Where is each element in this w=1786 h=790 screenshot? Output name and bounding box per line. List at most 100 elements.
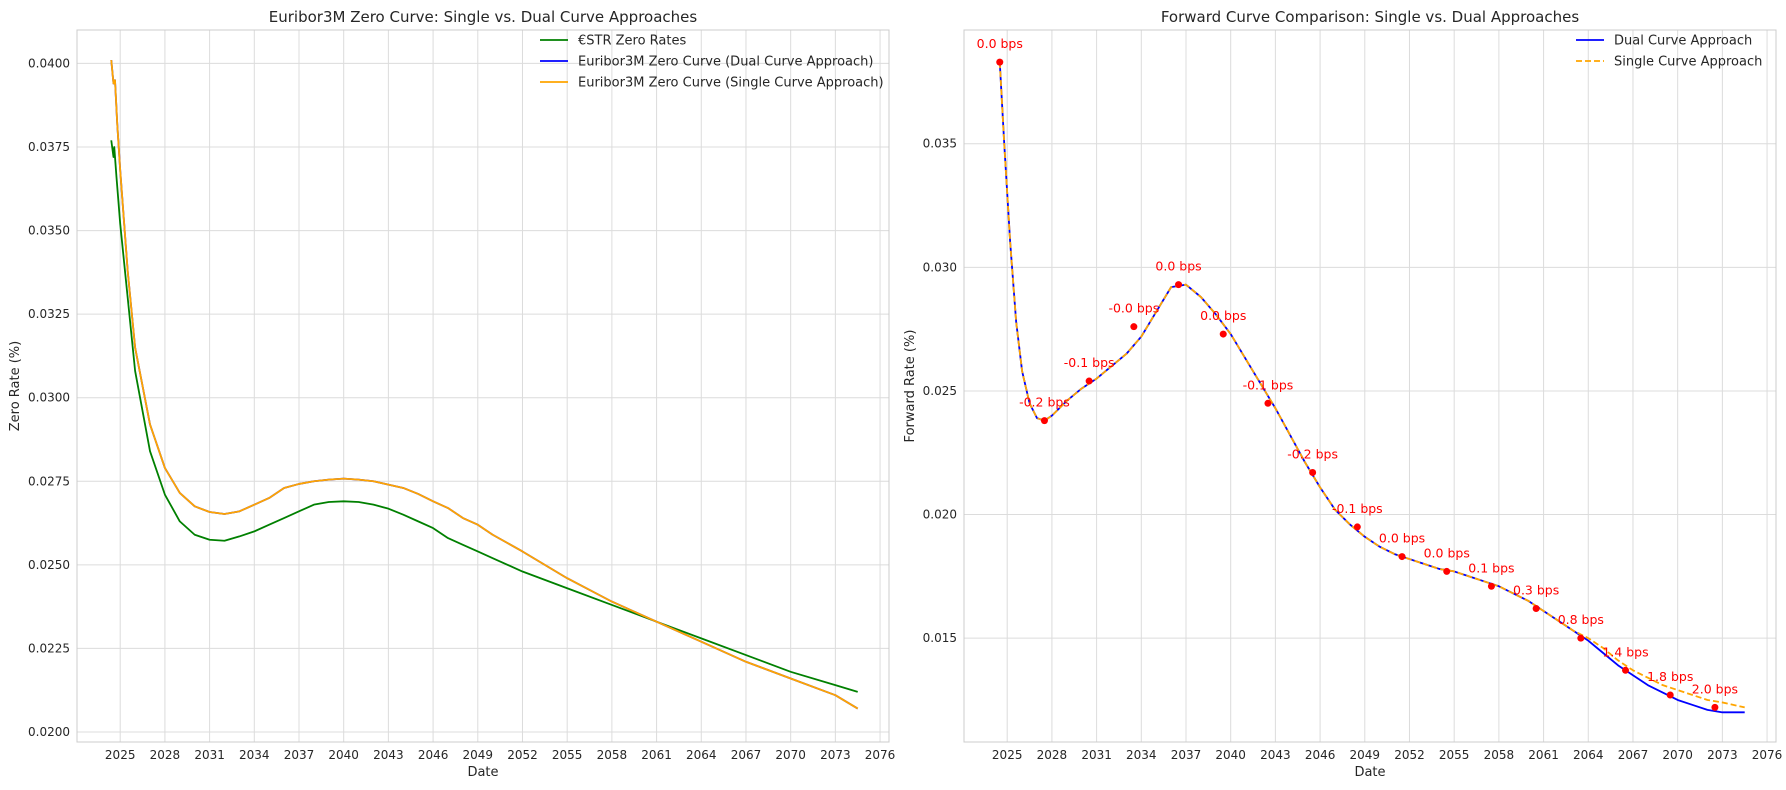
y-tick-label: 0.0275 [28, 474, 70, 488]
x-tick-label: 2067 [1618, 748, 1649, 762]
plot-frame [963, 29, 1777, 743]
difference-label: 1.8 bps [1647, 669, 1693, 684]
x-tick-label: 2025 [992, 748, 1023, 762]
y-tick-label: 0.025 [923, 384, 957, 398]
difference-marker [1711, 703, 1719, 711]
x-axis-label: Date [1354, 765, 1385, 780]
difference-label: 0.0 bps [977, 36, 1023, 51]
x-tick-label: 2061 [1528, 748, 1559, 762]
x-tick-label: 2073 [820, 748, 851, 762]
x-tick-label: 2034 [1126, 748, 1157, 762]
x-tick-label: 2058 [1484, 748, 1515, 762]
difference-marker [1219, 330, 1227, 338]
y-tick-label: 0.0350 [28, 224, 70, 238]
difference-marker [1040, 417, 1048, 425]
difference-label: 0.8 bps [1558, 612, 1604, 627]
x-tick-label: 2046 [1305, 748, 1336, 762]
difference-label: -0.2 bps [1019, 395, 1070, 410]
difference-marker [1398, 553, 1406, 561]
series-line-1 [998, 62, 1745, 709]
y-axis-label: Zero Rate (%) [8, 341, 23, 432]
y-tick-label: 0.030 [923, 260, 957, 274]
difference-label: 0.0 bps [1424, 545, 1470, 560]
legend-label: Dual Curve Approach [1614, 34, 1752, 49]
difference-label: -0.2 bps [1287, 447, 1338, 462]
x-tick-label: 2070 [1662, 748, 1693, 762]
y-tick-label: 0.035 [923, 137, 957, 151]
difference-marker [1443, 567, 1451, 575]
difference-label: 0.0 bps [1379, 531, 1425, 546]
x-tick-label: 2049 [1350, 748, 1381, 762]
x-tick-label: 2073 [1707, 748, 1738, 762]
difference-label: 1.4 bps [1602, 644, 1648, 659]
y-tick-label: 0.015 [923, 631, 957, 645]
y-tick-label: 0.020 [923, 508, 957, 522]
y-axis-label: Forward Rate (%) [903, 330, 918, 443]
y-tick-label: 0.0200 [28, 725, 70, 739]
difference-marker [1353, 523, 1361, 531]
x-tick-label: 2034 [239, 748, 270, 762]
x-tick-label: 2040 [1215, 748, 1246, 762]
forward-curve-panel: 2025 2028 2031 2034 2037 2040 2043 2046 2049 2052… [903, 8, 1782, 780]
y-tick-label: 0.0300 [28, 391, 70, 405]
series-line-2 [110, 59, 859, 710]
difference-marker [1622, 666, 1630, 674]
x-tick-label: 2070 [775, 748, 806, 762]
difference-label: 0.0 bps [1155, 259, 1201, 274]
y-tick-label: 0.0250 [28, 558, 70, 572]
y-tick-label: 0.0225 [28, 641, 70, 655]
x-tick-label: 2052 [507, 748, 538, 762]
x-axis-label: Date [467, 765, 498, 780]
x-tick-label: 2037 [284, 748, 315, 762]
difference-marker [1309, 469, 1317, 477]
y-tick-label: 0.0375 [28, 140, 70, 154]
x-tick-label: 2055 [1439, 748, 1470, 762]
x-tick-label: 2040 [328, 748, 359, 762]
x-tick-label: 2049 [463, 748, 494, 762]
legend-label: Euribor3M Zero Curve (Dual Curve Approac… [578, 55, 873, 70]
x-tick-label: 2043 [1260, 748, 1291, 762]
y-tick-label: 0.0325 [28, 307, 70, 321]
difference-label: 0.3 bps [1513, 583, 1559, 598]
zero-curve-panel: 2025 2028 2031 2034 2037 2040 2043 2046 2049 2052… [8, 8, 895, 780]
difference-label: -0.0 bps [1108, 301, 1159, 316]
difference-label: -0.1 bps [1332, 501, 1383, 516]
x-tick-label: 2052 [1394, 748, 1425, 762]
legend-label: Single Curve Approach [1614, 55, 1762, 70]
chart-title: Euribor3M Zero Curve: Single vs. Dual Cu… [269, 8, 698, 26]
x-tick-label: 2058 [597, 748, 628, 762]
difference-marker [1175, 281, 1183, 289]
difference-label: -0.1 bps [1064, 355, 1115, 370]
x-tick-label: 2061 [641, 748, 672, 762]
difference-marker [1130, 323, 1138, 331]
x-tick-label: 2076 [865, 748, 896, 762]
x-tick-label: 2028 [1037, 748, 1068, 762]
difference-marker [1577, 634, 1585, 642]
difference-label: 0.0 bps [1200, 308, 1246, 323]
difference-label: -0.1 bps [1243, 377, 1294, 392]
difference-marker [1532, 605, 1540, 612]
x-tick-label: 2064 [686, 748, 717, 762]
x-tick-label: 2043 [373, 748, 404, 762]
x-tick-label: 2037 [1171, 748, 1202, 762]
legend-label: Euribor3M Zero Curve (Single Curve Appro… [578, 76, 884, 91]
x-tick-label: 2064 [1573, 748, 1604, 762]
x-tick-label: 2067 [731, 748, 762, 762]
difference-marker [996, 58, 1004, 66]
difference-marker [1264, 399, 1272, 407]
difference-label: 2.0 bps [1692, 681, 1738, 696]
x-tick-label: 2055 [552, 748, 583, 762]
difference-label: 0.1 bps [1468, 560, 1514, 575]
x-tick-label: 2028 [150, 748, 181, 762]
plot-frame [76, 29, 890, 743]
difference-marker [1666, 691, 1674, 699]
x-tick-label: 2076 [1752, 748, 1783, 762]
legend-label: €STR Zero Rates [578, 34, 686, 49]
difference-marker [1487, 582, 1495, 590]
series-line-0 [110, 140, 858, 693]
y-tick-label: 0.0400 [28, 56, 70, 70]
x-tick-label: 2031 [1081, 748, 1112, 762]
x-tick-label: 2046 [418, 748, 449, 762]
x-tick-label: 2025 [105, 748, 136, 762]
